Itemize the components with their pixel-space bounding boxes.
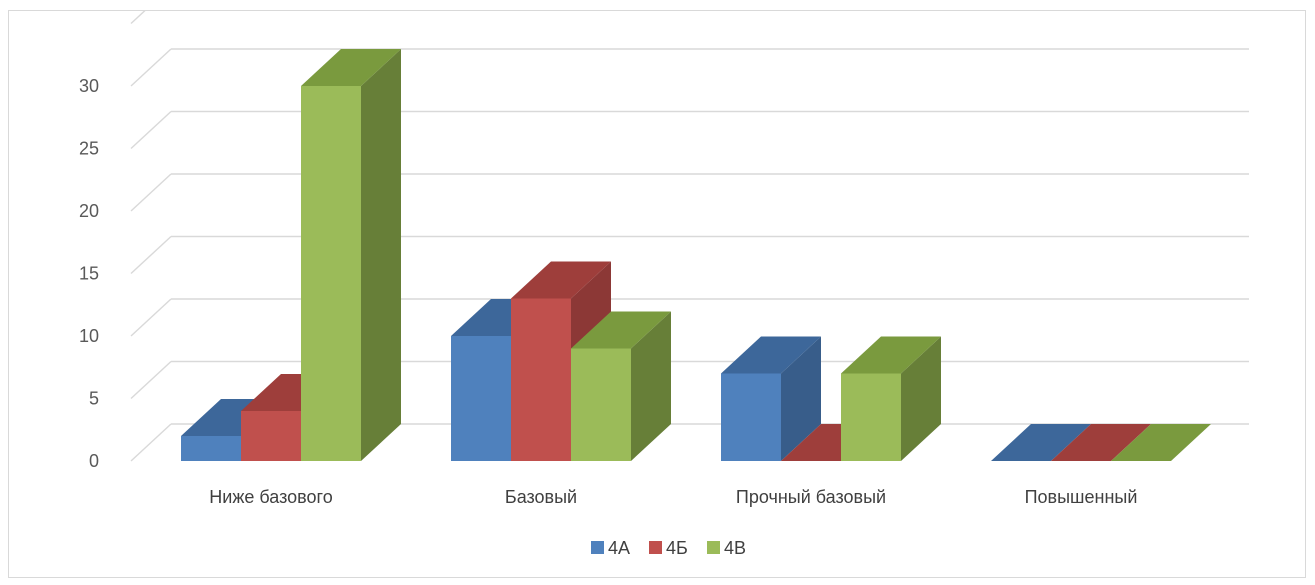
legend-swatch — [649, 541, 662, 554]
legend-swatch — [591, 541, 604, 554]
bar-top — [301, 49, 401, 86]
y-axis-ticks: 0 5 10 15 20 25 30 — [79, 76, 99, 471]
gridline-depth — [130, 235, 172, 275]
y-tick-label: 5 — [89, 389, 99, 409]
bar-side — [781, 336, 821, 461]
bar — [721, 336, 821, 461]
bar-front — [451, 336, 511, 461]
bar — [991, 424, 1091, 461]
chart-svg: 0 5 10 15 20 25 30 Ниже базового Базовый Прочный… — [79, 11, 1249, 558]
bar-top — [511, 261, 611, 299]
bar — [841, 336, 941, 461]
bar-top — [721, 336, 821, 374]
legend-label: 4В — [724, 538, 746, 558]
bar-top — [571, 311, 671, 349]
category-label: Ниже базового — [209, 487, 332, 507]
legend-swatch — [707, 541, 720, 554]
y-tick-label: 30 — [79, 76, 99, 96]
bar-front — [301, 86, 361, 461]
bar — [1111, 424, 1211, 461]
bar-top — [991, 424, 1091, 461]
bar — [1051, 424, 1151, 461]
category-labels: Ниже базового Базовый Прочный базовый Повыш… — [209, 487, 1137, 507]
bar-top — [1111, 424, 1211, 461]
bar-front — [841, 373, 901, 461]
gridline-depth — [130, 173, 172, 212]
bar-front — [241, 411, 301, 461]
gridline-depth — [130, 110, 172, 150]
category-label: Повышенный — [1025, 487, 1138, 507]
category-label: Базовый — [505, 487, 577, 507]
bar — [301, 49, 401, 461]
bar-front — [181, 436, 241, 461]
gridline-depth — [130, 48, 172, 87]
bar-front — [721, 373, 781, 461]
category-label: Прочный базовый — [736, 487, 886, 507]
y-tick-label: 0 — [89, 451, 99, 471]
gridline-depth — [130, 423, 172, 462]
gridline-depth — [130, 11, 146, 25]
y-tick-label: 25 — [79, 139, 99, 159]
bar — [571, 311, 671, 461]
bar-front — [511, 298, 571, 461]
bar-side — [631, 311, 671, 461]
bar-side — [361, 49, 401, 461]
bar-side — [901, 336, 941, 461]
y-tick-label: 10 — [79, 326, 99, 346]
legend-label: 4А — [608, 538, 630, 558]
y-tick-label: 15 — [79, 264, 99, 284]
bar-top — [841, 336, 941, 374]
legend-label: 4Б — [666, 538, 688, 558]
y-tick-label: 20 — [79, 201, 99, 221]
bar-front — [571, 348, 631, 461]
bars — [181, 49, 1211, 461]
gridline-depth — [130, 298, 172, 337]
bar-top — [1051, 424, 1151, 461]
chart-frame: 0 5 10 15 20 25 30 Ниже базового Базовый Прочный… — [8, 10, 1306, 578]
legend: 4А 4Б 4В — [591, 538, 746, 558]
gridline-depth — [130, 360, 172, 400]
